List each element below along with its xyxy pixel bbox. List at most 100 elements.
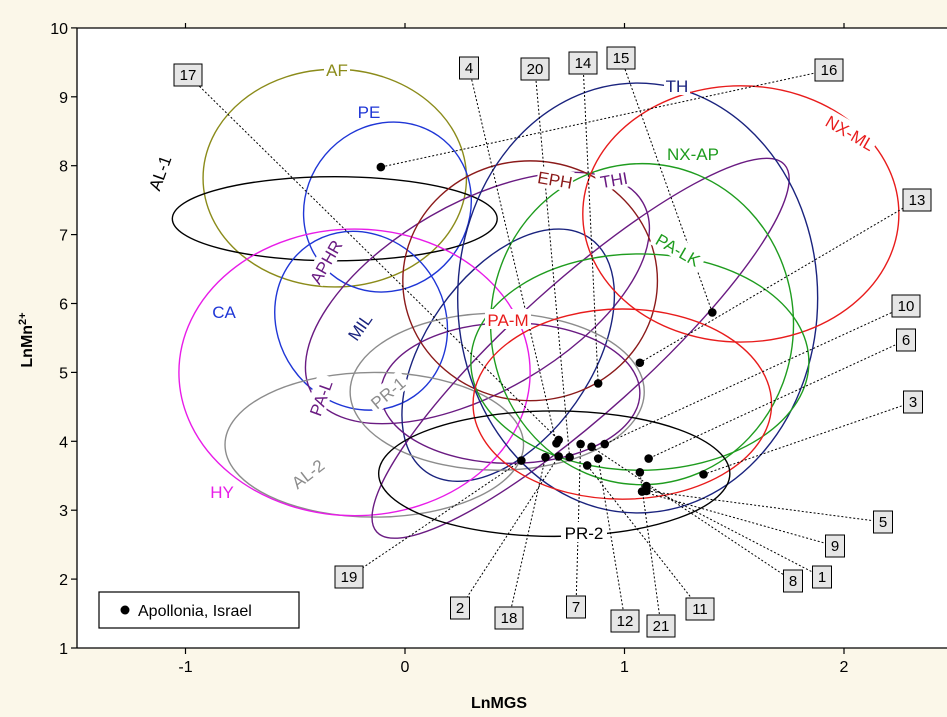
sample-label-text: 15 — [613, 50, 630, 67]
sample-label-box — [494, 606, 524, 630]
data-point-19 — [517, 456, 526, 465]
data-point-9 — [637, 487, 647, 496]
leader-line-9 — [641, 491, 836, 547]
sample-label-box — [825, 534, 845, 558]
sample-label-box — [891, 294, 921, 318]
sample-label-box — [783, 569, 803, 593]
leader-line-8 — [591, 446, 794, 582]
sample-label-box — [646, 614, 676, 638]
x-tick-label: 0 — [401, 659, 410, 676]
group-label-hy: HY — [209, 481, 235, 502]
leader-line-12 — [597, 458, 626, 622]
group-label-bg — [665, 143, 721, 163]
group-label-bg — [304, 236, 346, 287]
data-point-2 — [554, 452, 563, 461]
sample-label-20: 20 — [520, 57, 550, 81]
data-point-14 — [593, 379, 603, 388]
ellipse-thi — [371, 157, 790, 539]
sample-label-box — [814, 58, 844, 82]
sample-label-text: 6 — [902, 332, 910, 349]
group-label-text: TH — [666, 77, 689, 96]
leader-line-3 — [703, 401, 914, 475]
data-point-18 — [541, 452, 550, 462]
sample-label-21: 21 — [646, 614, 676, 638]
group-label-bg — [485, 309, 531, 329]
sample-label-text: 18 — [501, 610, 518, 627]
sample-label-box — [450, 596, 470, 620]
sample-label-box — [896, 328, 916, 352]
y-tick-label: 5 — [59, 365, 68, 382]
group-label-bg — [649, 226, 708, 272]
legend-label: Apollonia, Israel — [138, 603, 252, 620]
group-label-bg — [209, 481, 235, 501]
data-point-7 — [576, 439, 585, 449]
leader-line-21 — [639, 472, 662, 627]
sample-label-8: 8 — [783, 569, 803, 593]
sample-label-box — [459, 56, 479, 80]
sample-label-text: 2 — [456, 600, 464, 617]
sample-label-13: 13 — [902, 188, 932, 212]
legend-marker — [120, 605, 130, 615]
group-label-text: CA — [212, 303, 236, 322]
sample-label-box — [685, 597, 715, 621]
sample-label-text: 10 — [898, 298, 915, 315]
sample-label-box — [902, 188, 932, 212]
data-point-15 — [708, 308, 717, 317]
sample-label-3: 3 — [903, 390, 923, 414]
sample-label-6: 6 — [896, 328, 916, 352]
group-label-pa-l: PA-L — [302, 372, 338, 423]
group-label-bg — [561, 522, 607, 542]
data-points — [376, 162, 717, 496]
ellipse-mil — [401, 228, 616, 483]
ellipse-th — [456, 82, 819, 514]
sample-label-12: 12 — [610, 609, 640, 633]
group-label-th: TH — [664, 75, 690, 96]
leader-line-18 — [508, 457, 546, 619]
y-tick-label: 2 — [59, 572, 68, 589]
sample-label-19: 19 — [334, 565, 364, 589]
x-tick-label: 1 — [620, 659, 629, 676]
group-label-text: THI — [599, 169, 629, 192]
y-tick-label: 3 — [59, 503, 68, 520]
leader-line-17 — [187, 74, 560, 441]
y-tick-label: 4 — [59, 434, 68, 451]
group-label-thi: THI — [594, 166, 634, 192]
data-point-10 — [600, 439, 610, 449]
group-label-bg — [363, 369, 412, 415]
ellipse-ca — [274, 230, 449, 411]
group-label-bg — [356, 101, 382, 121]
y-tick-label: 7 — [59, 228, 68, 245]
sample-label-text: 17 — [180, 67, 197, 84]
leader-line-10 — [604, 305, 907, 445]
data-point-20 — [565, 452, 574, 462]
group-label-bg — [594, 166, 634, 192]
sample-label-box — [568, 51, 598, 75]
ellipse-al-2 — [224, 371, 525, 518]
group-label-text: PA-M — [487, 311, 528, 330]
sample-label-text: 9 — [831, 538, 839, 555]
y-axis-title: LnMn2+ — [17, 312, 36, 367]
group-label-text: HY — [210, 483, 234, 502]
ellipse-pr-2 — [377, 410, 731, 538]
group-label-bg — [211, 301, 237, 321]
sample-label-text: 7 — [572, 599, 580, 616]
sample-label-18: 18 — [494, 606, 524, 630]
ellipse-hy — [178, 228, 531, 517]
group-label-pe: PE — [356, 101, 382, 122]
data-point-3 — [699, 470, 708, 479]
group-label-text: NX-AP — [667, 145, 719, 164]
sample-label-4: 4 — [459, 56, 479, 80]
leader-line-6 — [648, 339, 907, 459]
sample-label-box — [334, 565, 364, 589]
ellipse-nx-ml — [582, 85, 900, 343]
data-point-12 — [593, 454, 603, 463]
data-point-17 — [554, 435, 563, 445]
sample-label-text: 3 — [909, 394, 917, 411]
sample-label-text: 4 — [465, 60, 473, 77]
sample-label-1: 1 — [812, 565, 832, 589]
data-point-21 — [635, 468, 645, 477]
sample-label-14: 14 — [568, 51, 598, 75]
sample-label-box — [812, 565, 832, 589]
sample-label-text: 8 — [789, 573, 797, 590]
leader-line-16 — [380, 69, 830, 168]
